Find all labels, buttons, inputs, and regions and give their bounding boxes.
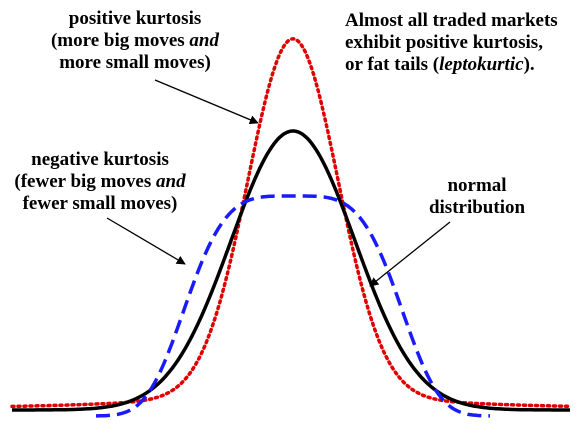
negative-kurtosis-curve: [96, 194, 490, 418]
negative-kurtosis-line3: fewer small moves): [22, 193, 178, 214]
positive-kurtosis-line3: more small moves): [59, 52, 211, 73]
negative-kurtosis-label: negative kurtosis (fewer big moves and f…: [0, 149, 200, 215]
negative-kurtosis-line1: negative kurtosis: [31, 149, 169, 170]
fat-tails-note-line3: or fat tails (: [345, 54, 440, 75]
positive-kurtosis-label: positive kurtosis (more big moves and mo…: [15, 8, 255, 74]
normal-distribution-line2: distribution: [428, 197, 526, 218]
positive-kurtosis-curve: [10, 37, 572, 409]
fat-tails-note: Almost all traded markets exhibit positi…: [345, 10, 580, 76]
positive-kurtosis-line1: positive kurtosis: [68, 8, 202, 29]
negative-kurtosis-line2: (fewer big moves: [14, 171, 156, 192]
fat-tails-note-line1: Almost all traded markets: [345, 10, 558, 31]
normal-distribution-line1: normal: [447, 175, 507, 196]
negative-kurtosis-arrow: [106, 217, 186, 265]
positive-kurtosis-arrow: [154, 79, 259, 125]
negative-kurtosis-and: and: [156, 171, 186, 192]
fat-tails-note-end: ).: [523, 54, 535, 75]
normal-distribution-arrow: [369, 221, 451, 287]
normal-distribution-label: normal distribution: [417, 175, 537, 219]
leptokurtic-term: leptokurtic: [439, 54, 524, 75]
positive-kurtosis-line2: (more big moves: [50, 30, 190, 51]
positive-kurtosis-and: and: [189, 30, 219, 51]
normal-distribution-curve: [12, 129, 570, 412]
fat-tails-note-line2: exhibit positive kurtosis,: [345, 32, 543, 53]
